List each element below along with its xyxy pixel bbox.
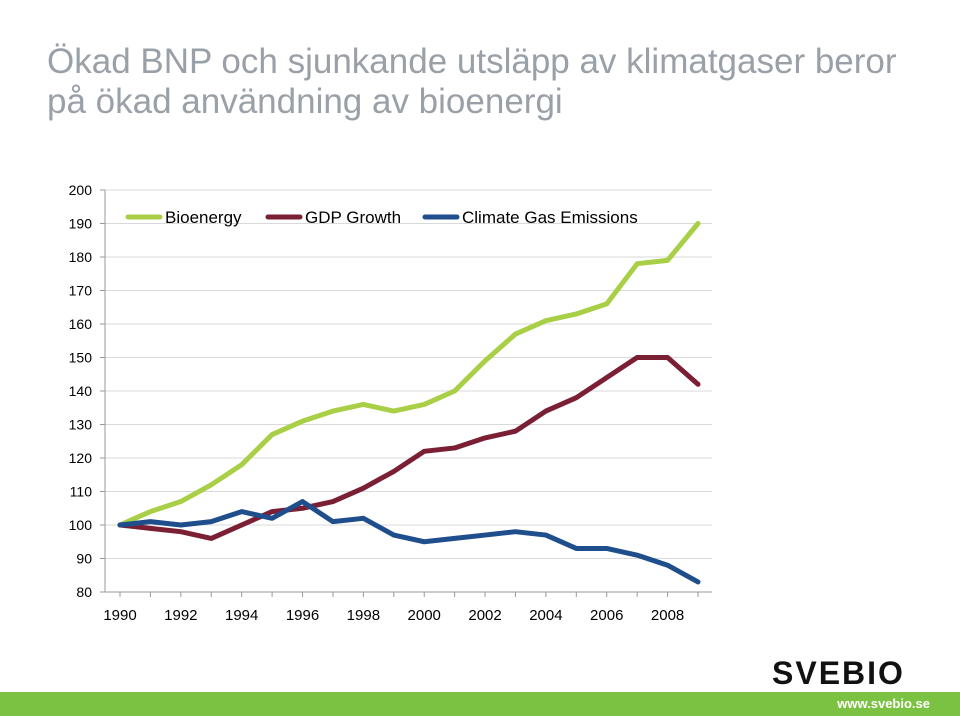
data-point-climate-gas-emissions-2000 xyxy=(422,539,427,544)
data-point-climate-gas-emissions-1994 xyxy=(239,509,244,514)
legend-label-bioenergy: Bioenergy xyxy=(165,208,242,227)
data-point-gdp-growth-2001 xyxy=(452,445,457,451)
data-point-gdp-growth-1998 xyxy=(361,485,366,491)
series-line-bioenergy xyxy=(117,221,701,528)
data-point-climate-gas-emissions-2007 xyxy=(634,552,640,558)
x-tick-label: 1998 xyxy=(347,607,380,624)
website-url: www.svebio.se xyxy=(837,696,930,711)
data-point-gdp-growth-2003 xyxy=(513,429,518,434)
x-tick-label: 2004 xyxy=(529,607,562,624)
y-tick-label: 80 xyxy=(76,584,92,600)
data-point-bioenergy-2005 xyxy=(574,311,579,317)
data-point-bioenergy-1998 xyxy=(361,402,366,407)
data-point-climate-gas-emissions-2006 xyxy=(604,546,609,551)
y-tick-label: 140 xyxy=(69,383,93,399)
data-point-climate-gas-emissions-1995 xyxy=(269,516,275,521)
series-line-gdp-growth xyxy=(117,355,701,541)
data-point-bioenergy-1996 xyxy=(300,418,305,424)
data-point-gdp-growth-1993 xyxy=(209,536,214,541)
data-point-bioenergy-1997 xyxy=(330,408,336,414)
x-tick-label: 1996 xyxy=(286,607,319,624)
data-point-gdp-growth-2005 xyxy=(574,395,579,400)
y-tick-label: 130 xyxy=(69,417,93,433)
x-tick-label: 1992 xyxy=(164,607,197,624)
y-tick-label: 180 xyxy=(69,249,93,265)
y-tick-label: 120 xyxy=(69,450,93,466)
data-point-bioenergy-2002 xyxy=(482,358,488,364)
series-line-climate-gas-emissions xyxy=(117,499,701,585)
data-point-gdp-growth-2007 xyxy=(634,355,640,360)
svebio-logo-text: SVEBIO xyxy=(772,655,905,690)
data-point-gdp-growth-1991 xyxy=(148,526,153,531)
slide-title-line-2: på ökad användning av bioenergi xyxy=(47,82,563,121)
y-tick-label: 200 xyxy=(69,182,93,198)
data-point-gdp-growth-2006 xyxy=(604,375,609,380)
y-tick-label: 170 xyxy=(69,283,93,299)
data-point-bioenergy-2001 xyxy=(452,388,457,394)
x-tick-label: 2000 xyxy=(408,607,441,624)
x-tick-label: 1994 xyxy=(225,607,258,624)
data-point-bioenergy-1999 xyxy=(391,408,396,414)
data-point-bioenergy-2007 xyxy=(634,261,640,266)
data-point-bioenergy-2000 xyxy=(422,402,427,407)
svebio-logo: SVEBIO xyxy=(772,655,905,690)
data-point-bioenergy-2006 xyxy=(604,301,609,307)
legend-label-gdp-growth: GDP Growth xyxy=(305,208,401,227)
data-point-bioenergy-1993 xyxy=(209,482,214,487)
data-point-gdp-growth-2009 xyxy=(695,382,701,387)
y-tick-label: 100 xyxy=(69,517,93,533)
data-point-bioenergy-1995 xyxy=(269,432,275,437)
data-point-bioenergy-1994 xyxy=(239,462,244,467)
data-point-gdp-growth-1992 xyxy=(178,529,184,534)
x-tick-label: 2006 xyxy=(590,607,623,624)
data-point-gdp-growth-2008 xyxy=(665,355,670,360)
data-point-climate-gas-emissions-1999 xyxy=(391,532,396,538)
data-point-climate-gas-emissions-1996 xyxy=(300,499,305,504)
data-point-climate-gas-emissions-1993 xyxy=(209,519,214,524)
data-point-climate-gas-emissions-2008 xyxy=(665,563,670,568)
data-point-climate-gas-emissions-1998 xyxy=(361,516,366,521)
data-point-bioenergy-2008 xyxy=(665,258,670,263)
data-point-climate-gas-emissions-2003 xyxy=(513,529,518,534)
data-point-gdp-growth-2000 xyxy=(422,449,427,454)
data-point-climate-gas-emissions-2004 xyxy=(543,532,549,538)
y-tick-label: 150 xyxy=(69,350,93,366)
x-tick-label: 2002 xyxy=(468,607,501,624)
data-point-climate-gas-emissions-2005 xyxy=(574,546,579,551)
data-point-bioenergy-2003 xyxy=(513,331,518,337)
footer-bar: www.svebio.se xyxy=(0,692,960,716)
data-point-climate-gas-emissions-1991 xyxy=(148,519,153,524)
data-point-bioenergy-2009 xyxy=(695,221,701,226)
data-point-gdp-growth-1999 xyxy=(391,469,396,474)
data-point-climate-gas-emissions-1997 xyxy=(330,519,336,524)
x-tick-label: 1990 xyxy=(103,607,136,624)
data-point-gdp-growth-2002 xyxy=(482,435,488,441)
slide-title-line-1: Ökad BNP och sjunkande utsläpp av klimat… xyxy=(47,42,897,81)
y-tick-label: 110 xyxy=(70,484,93,500)
y-tick-label: 90 xyxy=(76,551,92,567)
data-point-gdp-growth-1996 xyxy=(300,506,305,511)
data-point-climate-gas-emissions-1990 xyxy=(117,522,123,528)
data-point-gdp-growth-1994 xyxy=(239,522,244,528)
data-point-bioenergy-2004 xyxy=(543,318,549,323)
x-tick-label: 2008 xyxy=(651,607,684,624)
slide-title: Ökad BNP och sjunkande utsläpp av klimat… xyxy=(47,42,947,122)
data-point-bioenergy-1991 xyxy=(148,509,153,514)
legend-label-climate-gas-emissions: Climate Gas Emissions xyxy=(462,208,638,227)
data-point-climate-gas-emissions-1992 xyxy=(178,522,184,528)
data-point-gdp-growth-2004 xyxy=(543,408,549,414)
y-tick-label: 190 xyxy=(69,216,93,232)
line-chart: 80 90 100 110 120 130 140 150 160 170 180 190 200 199… xyxy=(69,182,712,624)
data-point-climate-gas-emissions-2001 xyxy=(452,536,457,541)
data-point-climate-gas-emissions-2009 xyxy=(695,579,701,585)
data-point-climate-gas-emissions-2002 xyxy=(482,532,488,538)
data-point-gdp-growth-1995 xyxy=(269,509,275,514)
data-point-gdp-growth-1997 xyxy=(330,499,336,504)
data-point-bioenergy-1992 xyxy=(178,499,184,504)
y-tick-label: 160 xyxy=(69,316,93,332)
